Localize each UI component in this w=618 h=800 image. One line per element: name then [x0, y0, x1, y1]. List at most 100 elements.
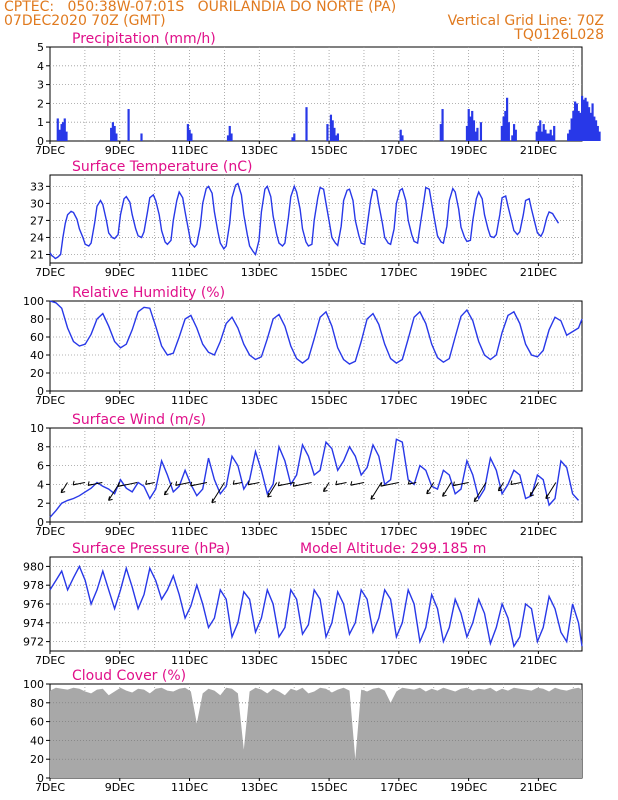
precip-bar — [58, 129, 61, 141]
precip-bar — [584, 97, 587, 141]
pres-annotation: Model Altitude: 299.185 m — [300, 541, 486, 557]
wind-arrow — [323, 482, 330, 492]
precip-bar — [471, 110, 474, 141]
precip-bar — [579, 112, 582, 141]
wind-arrowhead — [380, 484, 385, 487]
precip-bar — [63, 118, 66, 141]
wind-xtick-label: 19DEC — [450, 525, 487, 538]
wind-ytick-label: 2 — [37, 497, 44, 510]
precip-ytick-label: 2 — [37, 97, 44, 110]
temp-xtick-label: 21DEC — [520, 266, 557, 279]
wind-arrowhead — [232, 480, 235, 485]
wind-arrowhead — [529, 494, 535, 497]
wind-arrowhead — [118, 484, 123, 487]
precip-xtick-label: 15DEC — [311, 144, 348, 157]
wind-arrowhead — [498, 489, 503, 492]
precip-xtick-label: 13DEC — [241, 144, 278, 157]
precip-bar — [577, 110, 580, 141]
wind-arrowhead — [292, 482, 295, 487]
rh-title: Relative Humidity (%) — [72, 285, 225, 301]
cloud-xtick-label: 21DEC — [520, 781, 557, 794]
precip-xtick-label: 19DEC — [450, 144, 487, 157]
precip-bar — [479, 122, 483, 141]
wind-arrow — [163, 482, 173, 496]
pres-title: Surface Pressure (hPa) — [72, 541, 230, 557]
precip-bar — [553, 125, 556, 141]
cloud-xtick-label: 17DEC — [380, 781, 417, 794]
wind-arrowhead — [473, 497, 476, 502]
wind-arrowhead — [426, 492, 431, 495]
precip-bar — [399, 129, 402, 141]
pres-ytick-label: 976 — [23, 598, 44, 611]
cloud-ytick-label: 0 — [37, 772, 44, 785]
precip-bar — [500, 125, 503, 141]
precip-bar — [551, 135, 554, 141]
wind-panel: 0 2 4 6 8 10 7DEC 9DEC 11DEC 13DEC 15DEC 17DEC 19DEC… — [30, 412, 583, 538]
wind-arrowhead — [335, 483, 340, 486]
precip-bar — [476, 127, 479, 141]
precip-xtick-label: 11DEC — [171, 144, 208, 157]
rh-frame — [49, 300, 583, 392]
temp-ytick-label: 27 — [30, 214, 44, 227]
wind-arrowhead — [510, 480, 513, 485]
precip-bar — [228, 125, 231, 141]
wind-arrowhead — [442, 494, 447, 497]
precip-bar — [568, 129, 571, 141]
wind-ytick-label: 4 — [37, 478, 44, 491]
precip-bar — [542, 124, 545, 141]
precip-xtick-label: 17DEC — [380, 144, 417, 157]
wind-arrowhead — [267, 492, 270, 498]
header-model-id: TQ0126L028 — [514, 27, 604, 43]
cloud-xtick-label: 19DEC — [450, 781, 487, 794]
pres-xtick-label: 13DEC — [241, 654, 278, 667]
precip-ytick-label: 5 — [37, 41, 44, 54]
temp-title: Surface Temperature (nC) — [72, 159, 253, 175]
precip-bar — [326, 124, 329, 141]
wind-ytick-label: 0 — [37, 516, 44, 529]
pres-panel: 972 974 976 978 980 7DEC 9DEC 11DEC 13DEC 15DEC 17… — [23, 541, 583, 667]
rh-xtick-label: 19DEC — [450, 394, 487, 407]
precip-bar — [575, 103, 578, 141]
precip-bar — [567, 133, 570, 141]
wind-arrowhead — [323, 489, 328, 492]
rh-xtick-label: 11DEC — [171, 394, 208, 407]
precip-bar — [504, 110, 507, 141]
precip-bar — [56, 118, 59, 141]
precip-bar — [544, 129, 547, 141]
wind-arrowhead — [293, 484, 298, 487]
precip-bar — [587, 107, 591, 141]
precip-bar — [127, 109, 130, 141]
rh-xtick-label: 21DEC — [520, 394, 557, 407]
temp-xtick-label: 9DEC — [105, 266, 135, 279]
cloud-xtick-label: 11DEC — [171, 781, 208, 794]
wind-arrow — [370, 482, 382, 500]
cloud-panel: 0 20 40 60 80 100 7DEC 9DEC 11DEC 13DEC 15DEC 17DEC… — [23, 668, 583, 794]
cloud-ytick-label: 80 — [30, 697, 44, 710]
wind-arrowhead — [247, 480, 250, 485]
wind-arrowhead — [211, 501, 216, 504]
precip-bar — [570, 118, 573, 141]
precip-bar — [113, 125, 116, 141]
wind-arrowhead — [474, 500, 479, 503]
wind-arrow — [442, 482, 452, 497]
wind-arrowhead — [175, 483, 180, 486]
temp-ytick-label: 21 — [30, 248, 44, 261]
rh-xtick-label: 9DEC — [105, 394, 135, 407]
wind-arrowhead — [175, 481, 178, 486]
precip-bar — [115, 133, 118, 141]
precip-xtick-label: 21DEC — [520, 144, 557, 157]
header-datetime: 07DEC2020 70Z (GMT) — [4, 13, 166, 29]
precip-bar — [465, 125, 469, 141]
pres-ytick-label: 980 — [23, 560, 44, 573]
cloud-xtick-label: 7DEC — [35, 781, 65, 794]
pres-xtick-label: 21DEC — [520, 654, 557, 667]
wind-arrowhead — [497, 486, 500, 491]
rh-ytick-label: 20 — [30, 367, 44, 380]
wind-arrowhead — [380, 482, 383, 487]
wind-arrowhead — [60, 488, 63, 493]
temp-xtick-label: 17DEC — [380, 266, 417, 279]
precip-xtick-label: 7DEC — [35, 144, 65, 157]
precip-ytick-label: 4 — [37, 60, 44, 73]
rh-series-line — [49, 300, 583, 365]
